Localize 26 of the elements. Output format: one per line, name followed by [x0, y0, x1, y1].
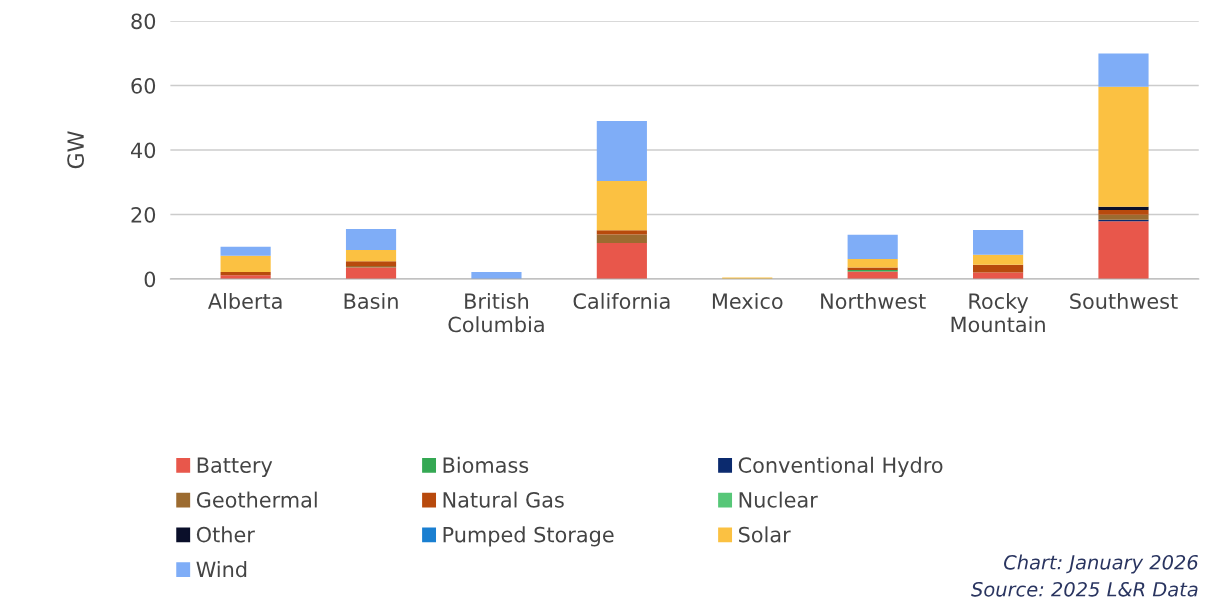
y-tick-label: 0 — [144, 271, 156, 288]
legend-label: Battery — [197, 457, 273, 478]
x-tick-label: California — [573, 292, 670, 310]
x-tick-label: Alberta — [208, 292, 282, 310]
y-tick-label: 60 — [131, 77, 156, 94]
y-tick-label: 20 — [131, 206, 156, 223]
text: Chart: January 2026 — [1004, 554, 1198, 574]
legend-label: Pumped Storage — [443, 526, 614, 547]
x-tick-label: Rocky Mountain — [951, 292, 1045, 333]
legend-label: Solar — [738, 526, 791, 543]
y-tick-label: 40 — [131, 142, 156, 159]
legend-label: Conventional Hydro — [738, 456, 943, 478]
x-tick-label: Southwest — [1070, 292, 1178, 310]
legend-label: Natural Gas — [443, 491, 564, 508]
legend-label: Nuclear — [739, 491, 818, 508]
legend-label: Wind — [196, 561, 247, 578]
x-tick-label: Mexico — [712, 292, 783, 310]
source-note: Source: 2025 L&R Data — [971, 581, 1198, 597]
legend-label: Geothermal — [196, 491, 317, 508]
legend-label: Other — [196, 526, 255, 543]
y-tick-label: 80 — [131, 13, 156, 30]
x-tick-label: British Columbia — [448, 292, 544, 333]
y-axis-title: GW — [67, 131, 85, 169]
legend-label: Biomass — [443, 456, 529, 473]
x-tick-label: Northwest — [821, 292, 926, 310]
x-tick-label: Basin — [344, 292, 398, 310]
